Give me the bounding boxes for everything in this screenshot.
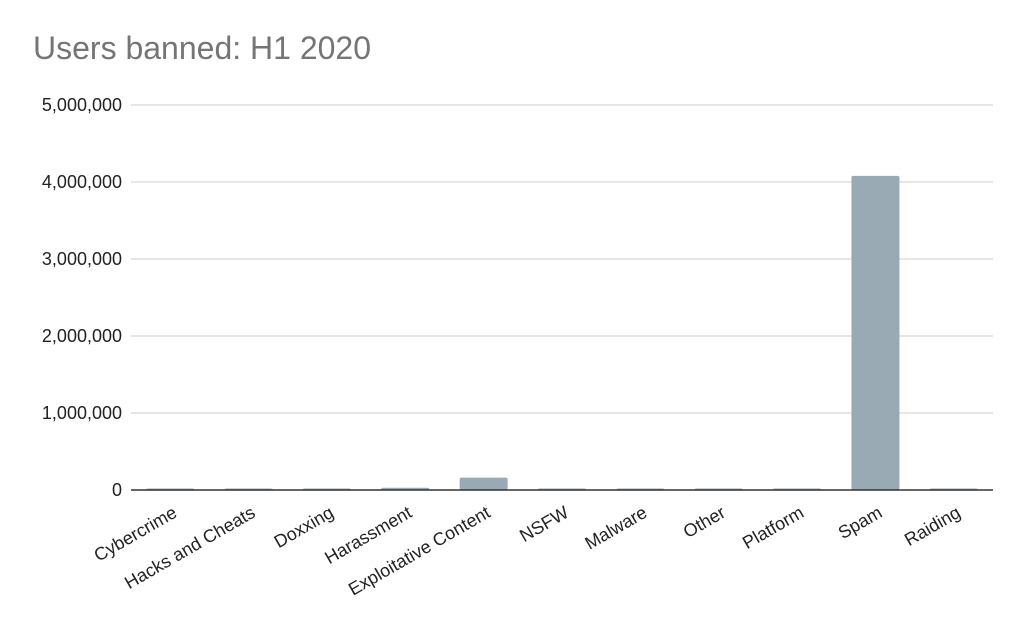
x-category-label: Spam (835, 502, 886, 543)
x-category-label: Exploitative Content (345, 502, 494, 599)
x-category-label: Doxxing (271, 502, 337, 552)
y-tick-label: 2,000,000 (42, 326, 122, 346)
chart-title: Users banned: H1 2020 (33, 30, 371, 66)
y-tick-label: 3,000,000 (42, 249, 122, 269)
y-tick-label: 0 (112, 480, 122, 500)
x-category-label: Raiding (901, 502, 964, 550)
y-tick-label: 4,000,000 (42, 172, 122, 192)
y-axis-tick-labels: 0 1,000,000 2,000,000 3,000,000 4,000,000 5,0… (42, 95, 122, 500)
x-category-label: Hacks and Cheats (121, 502, 258, 593)
gridlines (131, 104, 993, 414)
y-tick-label: 1,000,000 (42, 403, 122, 423)
bars (146, 175, 978, 490)
x-category-label: Other (680, 502, 729, 542)
bar-spam (851, 175, 900, 490)
y-tick-label: 5,000,000 (42, 95, 122, 115)
x-category-label: Platform (739, 502, 807, 553)
bar-exploitative-content (459, 477, 508, 490)
x-category-label: Malware (581, 502, 650, 553)
x-category-label: NSFW (516, 502, 572, 546)
